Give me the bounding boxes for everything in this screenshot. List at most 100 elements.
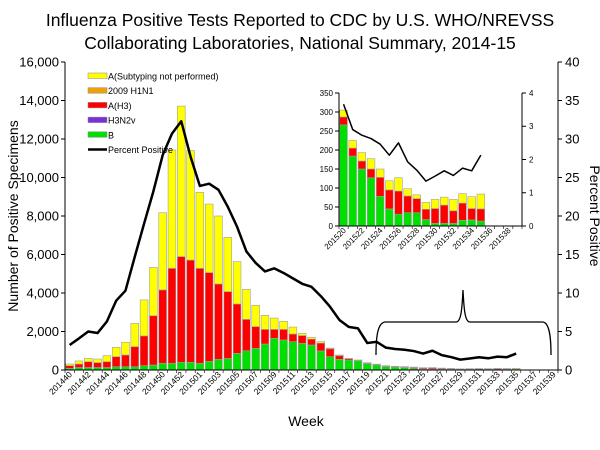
y-axis-label: Number of Positive Specimens — [5, 120, 21, 311]
bar-segment — [297, 343, 307, 371]
inset-bar-segment — [366, 158, 376, 170]
bar-segment — [260, 329, 270, 345]
bar-segment — [158, 362, 167, 371]
bar-segment — [130, 323, 139, 348]
legend-swatch — [87, 116, 108, 123]
bar-segment — [335, 355, 344, 360]
bar-segment — [297, 333, 307, 336]
y2-tick-label: 25 — [565, 170, 579, 185]
bar-segment — [74, 363, 84, 368]
y2-tick-label: 0 — [565, 363, 572, 378]
legend: A(Subtyping not performed) 2009 H1N1 A(H3)… — [87, 72, 219, 155]
bar-segment — [167, 149, 177, 269]
bar-segment — [223, 291, 232, 359]
bar-segment — [177, 361, 186, 371]
bar-segment — [214, 359, 223, 371]
y-tick-label: 4,000 — [26, 286, 59, 301]
inset-bar-segment — [357, 160, 367, 170]
inset-bar-segment — [357, 168, 367, 227]
bar-segment — [111, 346, 121, 358]
inset-bar-segment — [376, 196, 385, 227]
bar-segment — [102, 361, 112, 368]
inset-bar-segment — [385, 189, 394, 210]
inset-bar-segment — [430, 199, 440, 209]
y-tick-label: 12,000 — [19, 132, 59, 147]
percent-positive-line — [68, 120, 517, 361]
inset-percent-positive-line — [342, 104, 482, 182]
legend-label: A(Subtyping not performed) — [108, 72, 219, 82]
bar-segment — [84, 358, 93, 363]
legend-swatch — [87, 87, 108, 94]
bar-segment — [288, 326, 298, 335]
inset-bar-segment — [348, 155, 357, 227]
inset-bar-segment — [376, 177, 385, 197]
inset-bar-segment — [458, 202, 467, 221]
inset-bar-segment — [385, 180, 394, 191]
bar-segment — [307, 344, 316, 371]
y-tick-label: 16,000 — [19, 55, 59, 70]
bar-segment — [139, 335, 149, 366]
y2-tick-label: 20 — [565, 209, 579, 224]
bar-segment — [279, 320, 288, 330]
bar-segment — [502, 368, 512, 370]
inset-bar-segment — [421, 202, 431, 210]
inset-bar-segment — [412, 198, 421, 213]
bar-segment — [204, 203, 214, 273]
inset-bar-segment — [394, 213, 403, 227]
bar-segment — [121, 354, 130, 368]
y-tick-label: 8,000 — [26, 209, 59, 224]
inset-bar-segment — [376, 168, 385, 178]
legend-label: H3N2v — [108, 116, 136, 126]
legend-label: B — [108, 130, 114, 140]
bar-segment — [214, 215, 223, 285]
inset-y2-tick-label: 1 — [529, 189, 534, 198]
bar-segment — [121, 341, 130, 356]
inset-bar-segment — [394, 177, 403, 192]
bar-segment — [204, 361, 214, 371]
bar-segment — [242, 319, 251, 352]
bar-segment — [288, 333, 298, 342]
inset-y-tick-label: 50 — [324, 203, 333, 212]
bar-segment — [511, 368, 521, 370]
bar-segment — [223, 237, 232, 292]
bar-segment — [344, 359, 353, 371]
bar-segment — [325, 356, 335, 371]
bar-segment — [270, 338, 279, 371]
bar-segment — [270, 317, 279, 330]
inset-bar-segment — [366, 168, 376, 179]
inset-y2-tick-label: 2 — [529, 155, 534, 164]
bar-segment — [130, 346, 139, 368]
bar-segment — [111, 356, 121, 368]
y2-tick-label: 5 — [565, 324, 572, 339]
y2-tick-label: 10 — [565, 286, 579, 301]
bar-segment — [214, 283, 223, 360]
y2-tick-label: 40 — [565, 55, 579, 70]
inset-bar-segment — [385, 208, 394, 227]
inset-bar-segment — [449, 210, 458, 224]
inset-bar-segment — [412, 212, 421, 227]
inset-bar-segment — [403, 188, 412, 197]
inset-bar-segment — [348, 140, 357, 149]
inset-bar-segment — [339, 116, 348, 126]
inset-y2-tick-label: 0 — [529, 222, 534, 231]
inset-bar-segment — [348, 147, 357, 157]
inset-bar-segment — [366, 177, 376, 227]
bar-segment — [186, 361, 195, 371]
bar-segment — [335, 359, 344, 371]
legend-swatch — [87, 72, 108, 79]
bar-segment — [260, 343, 270, 371]
x-axis-label: Week — [288, 413, 325, 429]
bar-segment — [149, 315, 158, 366]
inset-bar-segment — [467, 208, 476, 221]
inset-bar-segment — [339, 124, 348, 227]
bar-segment — [195, 192, 205, 269]
bar-segment — [93, 358, 102, 363]
inset-bar-segment — [458, 220, 467, 227]
inset-y2-tick-label: 4 — [529, 89, 534, 98]
bar-segment — [251, 305, 260, 327]
bar-segment — [177, 256, 186, 363]
y2-axis-label: Percent Positive — [587, 165, 600, 266]
inset-bar-segment — [440, 196, 449, 206]
bar-segment — [400, 366, 409, 368]
